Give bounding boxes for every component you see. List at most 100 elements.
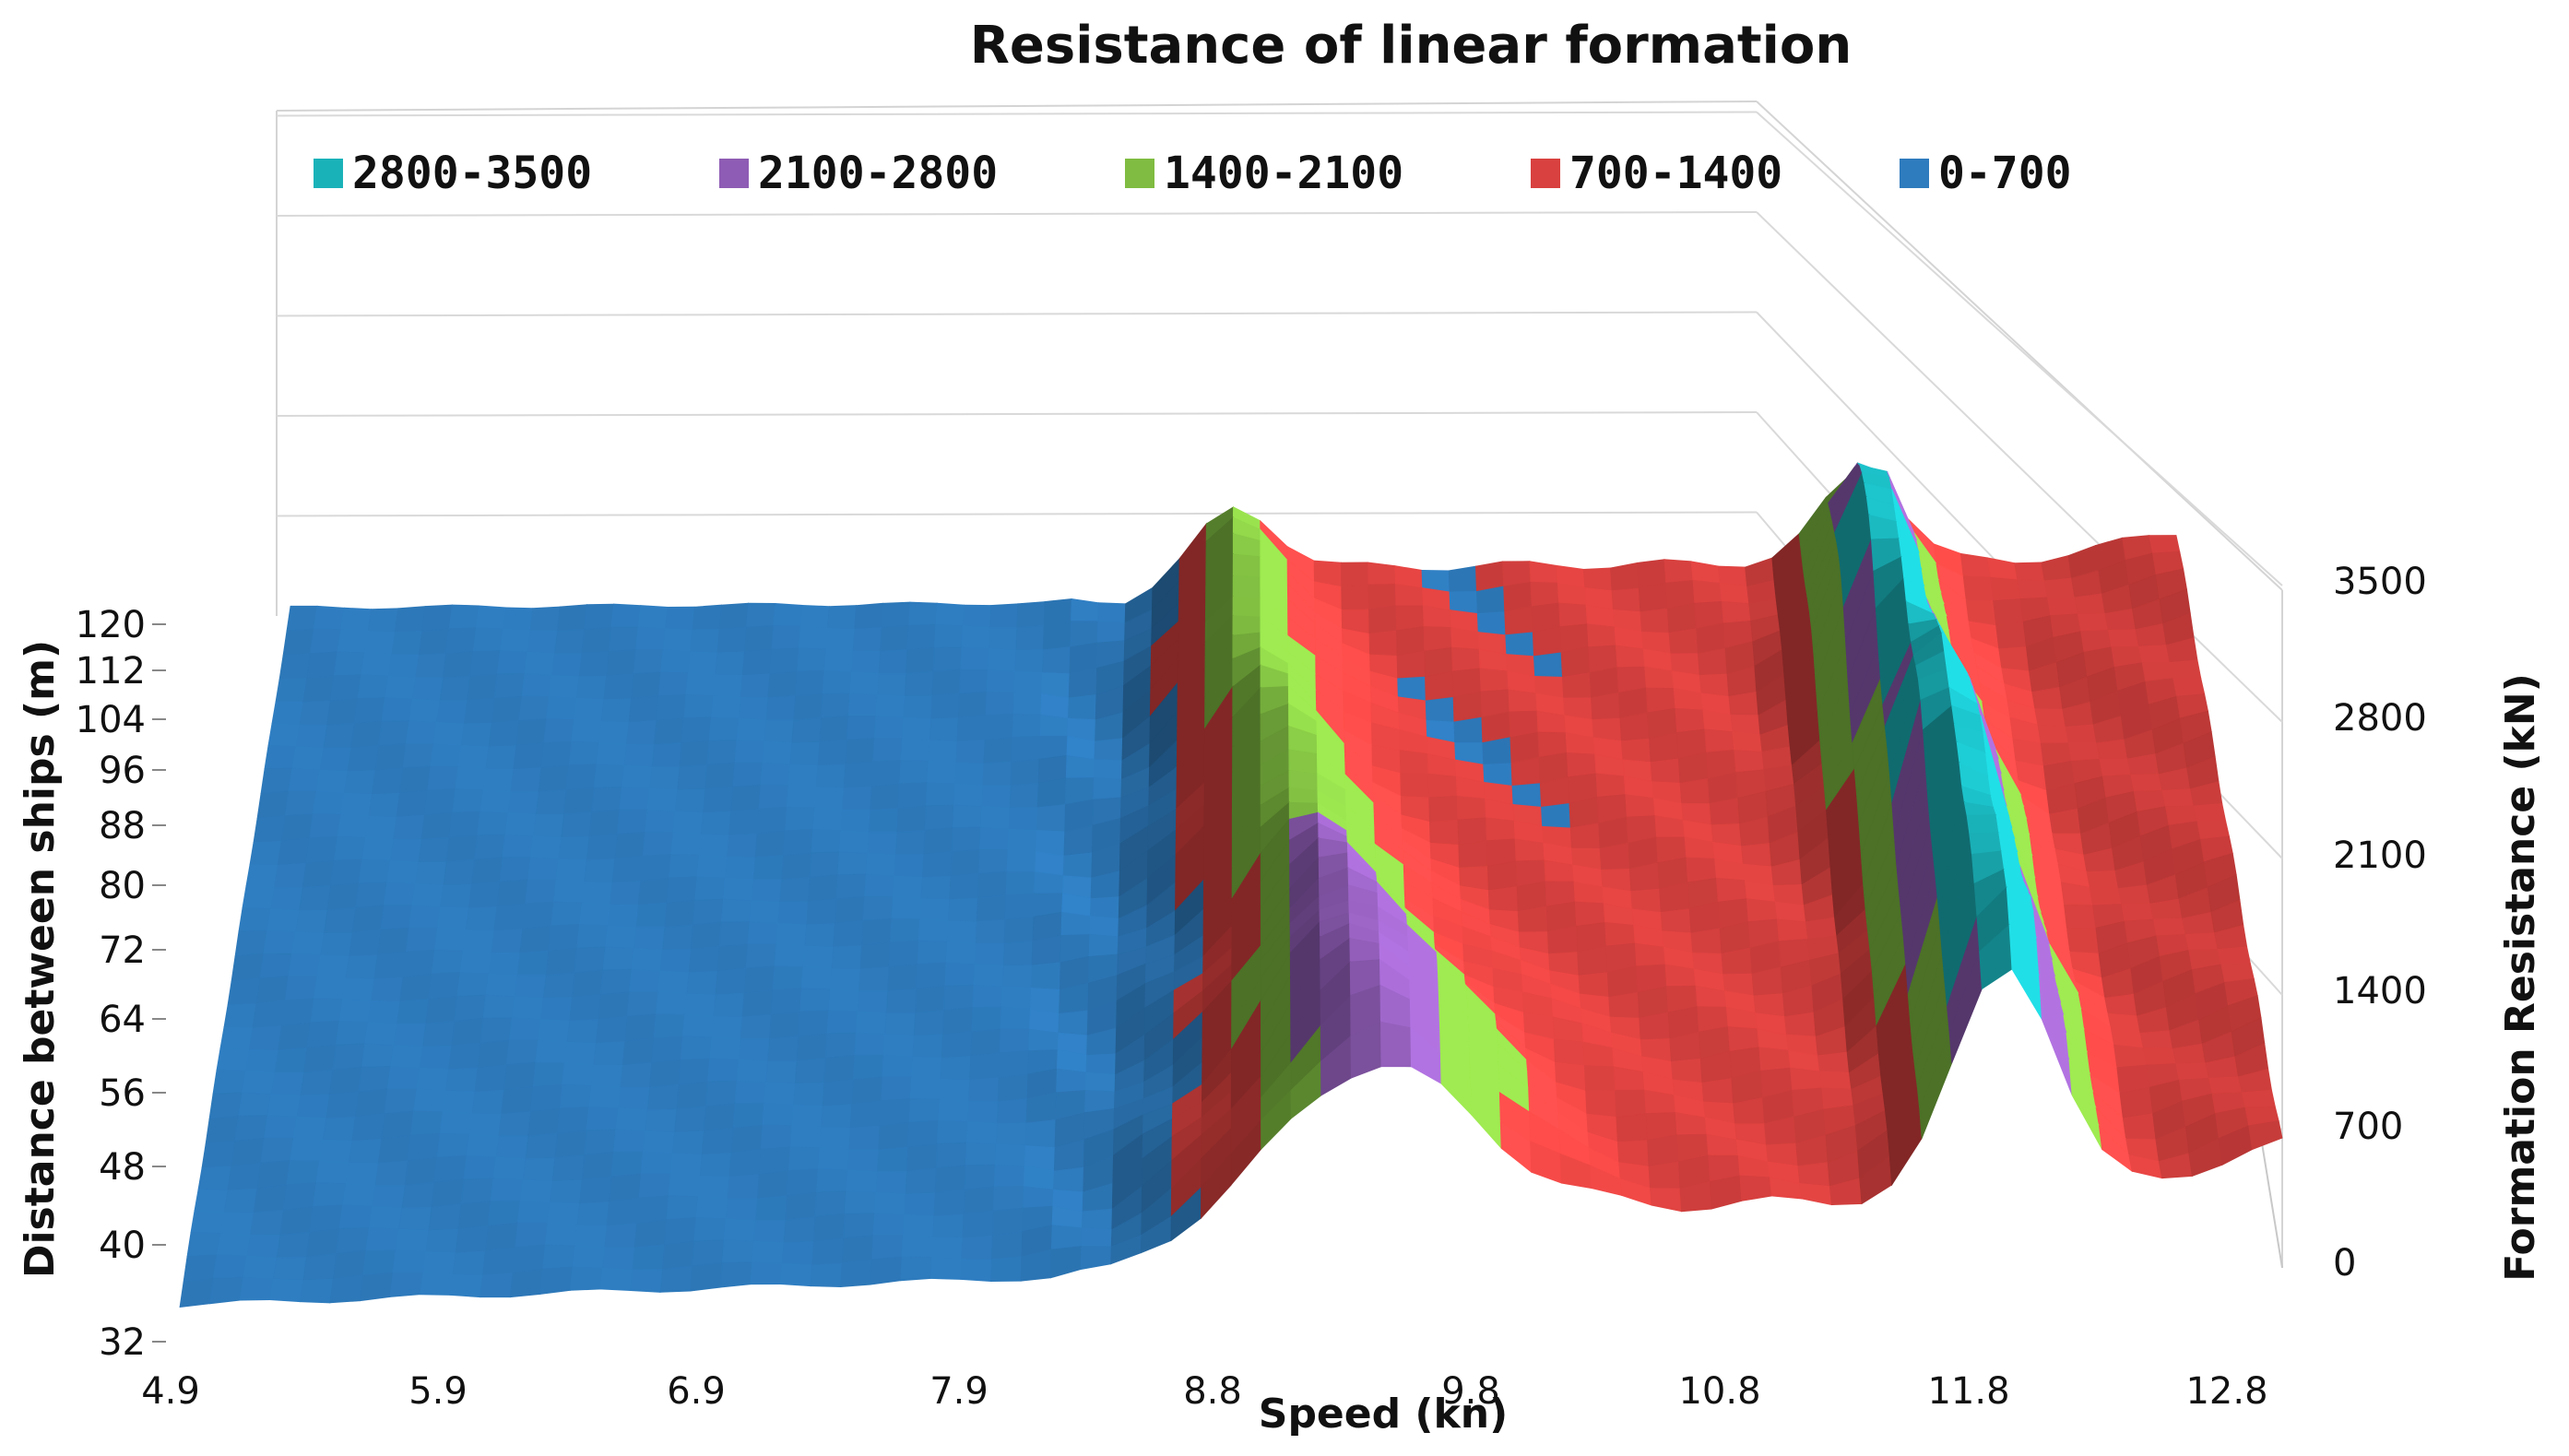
surface-facet [857, 990, 889, 1014]
surface-facet [1024, 1119, 1057, 1148]
surface-facet [455, 1225, 489, 1254]
surface-facet [393, 814, 425, 841]
surface-facet [399, 973, 432, 1002]
surface-facet [629, 968, 661, 993]
surface-facet [277, 837, 311, 866]
surface-facet [977, 870, 1008, 899]
surface-facet [509, 1268, 543, 1298]
surface-facet [932, 646, 963, 672]
surface-facet [715, 967, 747, 996]
surface-facet [2193, 802, 2227, 823]
surface-facet [728, 1148, 762, 1178]
surface-facet [1016, 601, 1046, 629]
z-tick-label: 700 [2333, 1106, 2403, 1148]
surface-facet [437, 906, 469, 930]
surface-facet [451, 1017, 484, 1047]
surface-facet [924, 804, 954, 831]
surface-facet [968, 1077, 1000, 1103]
surface-facet [367, 1000, 401, 1024]
surface-facet [359, 1272, 394, 1302]
surface-facet [448, 1042, 481, 1071]
surface-facet [899, 760, 929, 785]
surface-facet [854, 602, 884, 630]
surface-facet [1288, 770, 1319, 791]
surface-facet [508, 1017, 541, 1041]
surface-facet [593, 1040, 626, 1066]
surface-facet [516, 950, 550, 977]
surface-facet [519, 925, 552, 954]
surface-facet [610, 880, 642, 906]
surface-facet [562, 1062, 595, 1086]
surface-facet [466, 1133, 500, 1158]
surface-facet [1560, 646, 1591, 678]
surface-facet [419, 1045, 453, 1071]
surface-facet [879, 1098, 911, 1127]
surface-facet [1647, 1134, 1679, 1167]
surface-facet [499, 857, 531, 882]
surface-facet [946, 920, 977, 944]
surface-facet [1232, 615, 1261, 636]
surface-facet [870, 783, 900, 811]
surface-facet [906, 1142, 938, 1173]
surface-facet [288, 953, 322, 977]
surface-facet [576, 1201, 610, 1226]
surface-facet [881, 1076, 912, 1102]
surface-facet [962, 604, 992, 629]
surface-facet [291, 746, 325, 771]
surface-facet [1615, 1089, 1647, 1118]
surface-facet [812, 807, 844, 832]
surface-facet [1428, 795, 1459, 823]
gridline-back [276, 311, 1758, 317]
surface-facet [1476, 611, 1507, 636]
surface-facet [849, 1100, 882, 1129]
surface-facet [929, 717, 959, 742]
surface-facet [468, 881, 501, 909]
surface-facet [957, 691, 988, 719]
surface-facet [482, 994, 515, 1019]
surface-facet [697, 1175, 730, 1200]
x-tick-label: 4.9 [141, 1370, 200, 1413]
surface-facet [326, 698, 359, 727]
surface-facet [1042, 621, 1071, 651]
surface-facet [442, 650, 474, 679]
surface-facet [2034, 708, 2066, 728]
surface-facet [2152, 917, 2186, 937]
surface-facet [482, 1247, 516, 1276]
surface-facet [799, 988, 831, 1012]
surface-facet [619, 786, 650, 811]
surface-facet [939, 1078, 971, 1102]
surface-facet [1776, 918, 1809, 942]
surface-facet [1060, 911, 1091, 936]
surface-facet [875, 694, 906, 718]
surface-facet [449, 1273, 484, 1298]
surface-facet [934, 1165, 966, 1194]
surface-facet [935, 1142, 967, 1169]
surface-facet [2119, 1086, 2154, 1119]
surface-facet [1001, 965, 1033, 988]
surface-facet [194, 1189, 229, 1213]
surface-facet [1486, 860, 1518, 892]
surface-facet [896, 805, 927, 834]
surface-facet [902, 1214, 935, 1238]
surface-facet [988, 627, 1018, 651]
surface-facet [2017, 579, 2048, 599]
surface-facet [234, 1115, 268, 1142]
surface-facet [894, 829, 926, 856]
surface-facet [1400, 773, 1430, 799]
surface-facet [546, 695, 577, 720]
surface-facet [1799, 1183, 1832, 1206]
surface-facet [274, 862, 307, 889]
surface-facet [686, 970, 718, 996]
surface-facet [843, 1213, 875, 1239]
surface-facet [544, 1222, 578, 1247]
surface-facet [752, 1240, 785, 1264]
surface-facet [588, 1084, 622, 1109]
surface-facet [1479, 668, 1509, 692]
surface-facet [927, 761, 957, 785]
surface-facet [875, 1171, 907, 1195]
surface-facet [614, 831, 646, 859]
surface-facet [760, 1124, 793, 1150]
surface-facet [452, 1250, 486, 1276]
surface-facet [272, 1256, 307, 1282]
surface-facet [821, 692, 851, 719]
